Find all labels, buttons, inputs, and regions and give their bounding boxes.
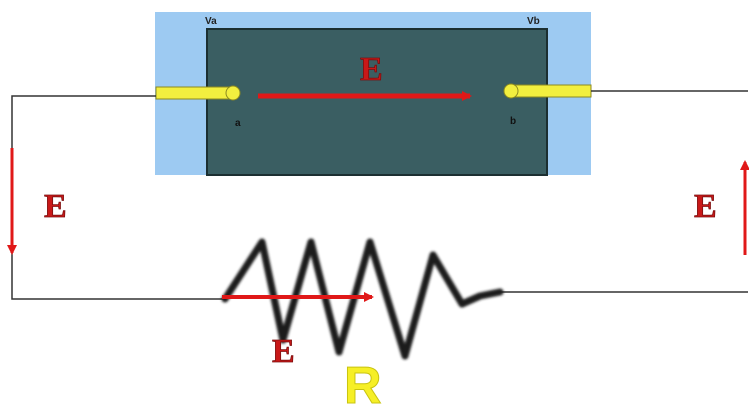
resistor-label: R: [344, 357, 382, 407]
resistor-coil: [221, 238, 504, 360]
terminal-rod-a: [155, 86, 233, 100]
battery-inner-box: [206, 28, 548, 176]
terminal-rod-b: [513, 84, 592, 98]
terminal-a-label: a: [235, 118, 241, 129]
potential-a-label: Va: [205, 16, 217, 27]
field-label-left: E: [44, 188, 67, 225]
terminal-dot-b: [503, 83, 519, 99]
field-label-right: E: [694, 188, 717, 225]
field-label-inside: E: [360, 51, 383, 88]
terminal-dot-a: [225, 85, 241, 101]
terminal-b-label: b: [510, 116, 516, 127]
field-label-resistor: E: [272, 333, 295, 370]
potential-b-label: Vb: [527, 16, 540, 27]
